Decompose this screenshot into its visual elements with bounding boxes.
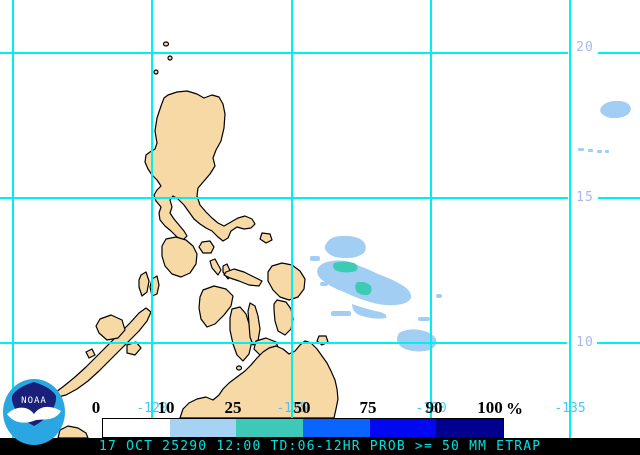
landmass — [267, 262, 306, 301]
colorbar-segment — [436, 419, 504, 437]
landmass — [95, 314, 126, 341]
colorbar-tick-label: 10 — [157, 398, 175, 417]
landmass — [138, 271, 150, 297]
landmass — [161, 236, 198, 278]
status-text: 17 OCT 25290 12:00 TD:06-12HR PROB >= 50… — [99, 439, 542, 454]
landmass — [198, 285, 234, 328]
precip-blob — [397, 329, 437, 352]
precip-blob-high — [333, 261, 358, 273]
landmass — [153, 69, 159, 75]
landmass — [209, 258, 222, 276]
colorbar-tick-label: 90 — [425, 398, 443, 417]
latitude-label: 10 — [576, 335, 594, 350]
precip-speck — [418, 317, 430, 321]
precip-speck — [588, 149, 593, 152]
precip-speck — [320, 282, 328, 286]
colorbar-segment — [303, 419, 370, 437]
precip-blob — [324, 235, 366, 259]
landmass — [235, 365, 243, 371]
colorbar-segment — [169, 419, 237, 437]
landmass — [259, 232, 273, 244]
longitude-label: -120 — [136, 401, 168, 416]
precip-blob-high — [355, 281, 372, 296]
noaa-logo-text: NOAA — [21, 396, 47, 406]
colorbar-segment — [103, 419, 170, 437]
colorbar-tick-label: 100 — [477, 398, 503, 417]
precip-probability-layer — [310, 100, 631, 352]
landmass — [144, 90, 256, 242]
precip-speck — [597, 150, 602, 153]
colorbar-tick-label: 0 — [91, 398, 101, 417]
colorbar-segment — [369, 419, 437, 437]
precip-speck — [578, 148, 584, 151]
seagull-icon — [7, 406, 61, 423]
precip-probability-high-layer — [333, 261, 372, 296]
precip-speck — [436, 294, 442, 298]
land-layer — [55, 41, 339, 439]
longitude-label: -125 — [276, 401, 308, 416]
precip-speck — [605, 150, 609, 153]
colorbar-segment — [236, 419, 304, 437]
status-bar: 17 OCT 25290 12:00 TD:06-12HR PROB >= 50… — [0, 438, 640, 455]
longitude-label: -130 — [415, 401, 447, 416]
precip-speck — [331, 311, 351, 316]
colorbar-unit-label: % — [506, 399, 523, 418]
landmass — [162, 41, 170, 47]
colorbar-tick-label: 50 — [293, 398, 311, 417]
landmass — [198, 240, 215, 254]
colorbar — [102, 418, 504, 438]
precip-blob — [352, 304, 387, 319]
colorbar-tick-label: 75 — [359, 398, 377, 417]
landmass — [85, 348, 96, 359]
colorbar-tick-label: 25 — [224, 398, 242, 417]
landmass — [167, 55, 173, 61]
landmass — [229, 306, 253, 362]
noaa-logo: NOAA — [3, 379, 65, 445]
landmass — [223, 268, 263, 287]
longitude-label: -135 — [554, 401, 586, 416]
latitude-label: 20 — [576, 40, 594, 55]
precip-speck — [310, 256, 320, 261]
landmass — [179, 340, 339, 419]
landmass — [273, 299, 294, 336]
gridline-layer — [0, 0, 640, 440]
precip-blob — [600, 100, 631, 119]
latitude-label: 15 — [576, 190, 594, 205]
landmass — [55, 307, 152, 398]
